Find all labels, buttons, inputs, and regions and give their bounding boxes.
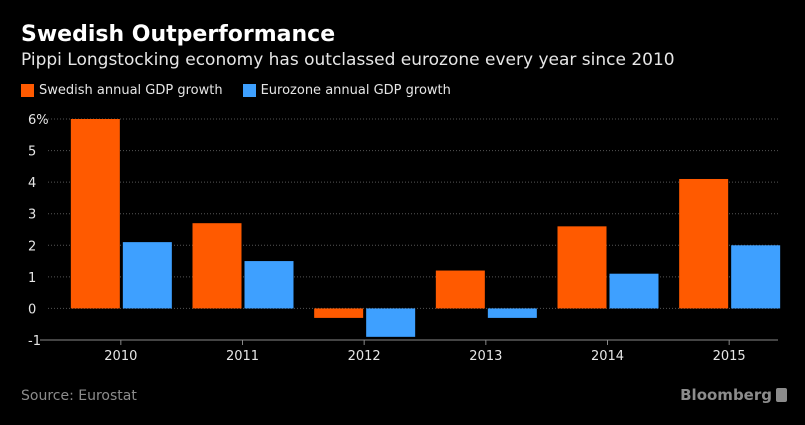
legend: Swedish annual GDP growth Eurozone annua…: [21, 83, 451, 98]
bar-eurozone-2013: [487, 308, 537, 318]
y-tick-label: 2: [28, 239, 36, 254]
source-note: Source: Eurostat: [21, 388, 137, 404]
bar-sweden-2011: [192, 223, 242, 309]
legend-swatch-sweden: [21, 84, 34, 97]
legend-item-sweden: Swedish annual GDP growth: [21, 83, 223, 98]
bar-eurozone-2010: [122, 242, 172, 309]
legend-swatch-eurozone: [242, 84, 256, 97]
bar-eurozone-2012: [366, 308, 416, 337]
y-tick-label: 1: [28, 271, 36, 286]
legend-label-eurozone: Eurozone annual GDP growth: [260, 83, 451, 98]
x-tick-label: 2015: [713, 349, 746, 364]
x-tick-label: 2013: [469, 349, 502, 364]
brand-logo: Bloomberg: [680, 386, 787, 404]
bar-eurozone-2011: [244, 261, 294, 309]
brand-name: Bloomberg: [680, 386, 772, 404]
y-tick-label: -1: [28, 334, 41, 349]
y-tick-label: 5: [28, 145, 36, 160]
bar-eurozone-2015: [731, 245, 781, 309]
bar-sweden-2010: [70, 119, 120, 309]
x-tick-label: 2010: [104, 349, 137, 364]
y-tick-label: 4: [28, 176, 36, 191]
bloomberg-icon: [776, 388, 787, 402]
bar-sweden-2015: [679, 178, 729, 309]
legend-item-eurozone: Eurozone annual GDP growth: [242, 83, 451, 98]
x-tick-label: 2014: [591, 349, 624, 364]
chart-title: Swedish Outperformance: [21, 22, 336, 47]
x-tick-label: 2011: [226, 349, 259, 364]
x-tick-label: 2012: [348, 349, 381, 364]
bar-sweden-2013: [435, 270, 485, 309]
chart-subtitle: Pippi Longstocking economy has outclasse…: [21, 50, 675, 70]
y-tick-label: 6%: [28, 113, 49, 128]
y-tick-label: 0: [28, 302, 36, 317]
bar-sweden-2014: [557, 226, 607, 309]
bar-sweden-2012: [314, 308, 364, 318]
y-tick-label: 3: [28, 208, 36, 223]
legend-label-sweden: Swedish annual GDP growth: [39, 83, 223, 98]
bar-eurozone-2014: [609, 273, 659, 309]
